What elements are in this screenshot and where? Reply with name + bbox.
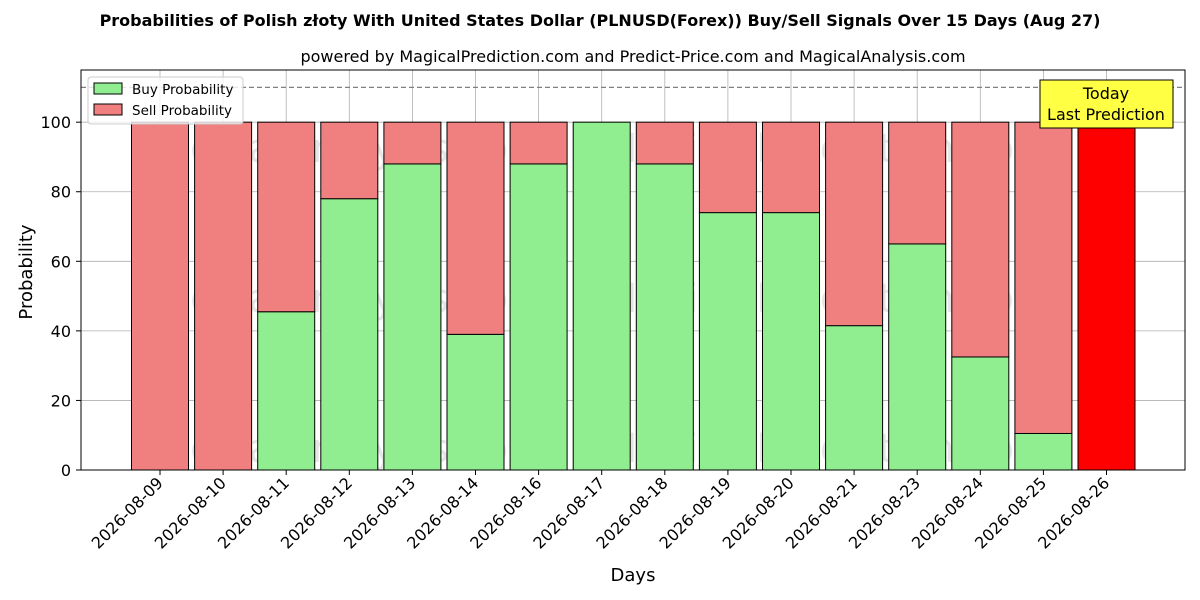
buy-bar — [446, 333, 505, 471]
buy-bar — [320, 198, 379, 471]
sell-bar — [1014, 121, 1073, 434]
legend-label: Buy Probability — [132, 82, 233, 98]
y-tick-label: 0 — [61, 461, 71, 480]
legend: Buy Probability Sell Probability — [87, 76, 244, 125]
y-axis-label: Probability — [16, 224, 37, 319]
x-axis-label: Days — [611, 565, 656, 586]
buy-bar — [509, 163, 568, 471]
sell-bar — [888, 121, 947, 245]
y-tick-label: 80 — [51, 183, 71, 202]
buy-bar — [951, 356, 1010, 471]
buy-bar — [572, 121, 631, 471]
legend-box — [87, 76, 244, 125]
annotation-text: Today — [1082, 84, 1129, 103]
legend-swatch — [93, 82, 123, 95]
y-tick-label: 100 — [40, 113, 71, 132]
legend-label: Sell Probability — [132, 103, 232, 119]
chart-subtitle: powered by MagicalPrediction.com and Pre… — [300, 47, 965, 66]
today-bar — [1077, 121, 1136, 471]
sell-bar — [320, 121, 379, 200]
buy-bar — [383, 163, 442, 471]
buy-bar — [1014, 432, 1073, 471]
annotation-box — [1039, 79, 1174, 129]
plot-frame — [80, 69, 1186, 471]
buy-bar — [698, 212, 757, 471]
buy-bar — [762, 212, 820, 471]
y-tick-label: 60 — [51, 252, 71, 271]
sell-bar — [257, 121, 316, 313]
sell-bar — [762, 121, 820, 214]
buy-bar — [888, 243, 947, 471]
today-annotation: Today Last Prediction — [1039, 79, 1174, 129]
buy-bar — [257, 311, 316, 471]
sell-bar — [635, 121, 694, 165]
plot-area: MagicalAnalysis.comMagicalPrediction.com… — [40, 69, 1186, 553]
buy-bar — [825, 325, 884, 471]
buy-bar — [635, 163, 694, 471]
sell-bar — [194, 121, 253, 471]
sell-bar — [383, 121, 442, 165]
sell-bar — [951, 121, 1010, 358]
sell-bar — [698, 121, 757, 214]
y-tick-label: 20 — [51, 391, 71, 410]
annotation-text: Last Prediction — [1047, 105, 1165, 124]
sell-bar — [446, 121, 505, 335]
sell-bar — [825, 121, 884, 327]
chart-title: Probabilities of Polish złoty With Unite… — [100, 11, 1101, 30]
legend-swatch — [93, 103, 123, 116]
sell-bar — [131, 121, 189, 471]
y-tick-label: 40 — [51, 322, 71, 341]
sell-bar — [509, 121, 568, 165]
